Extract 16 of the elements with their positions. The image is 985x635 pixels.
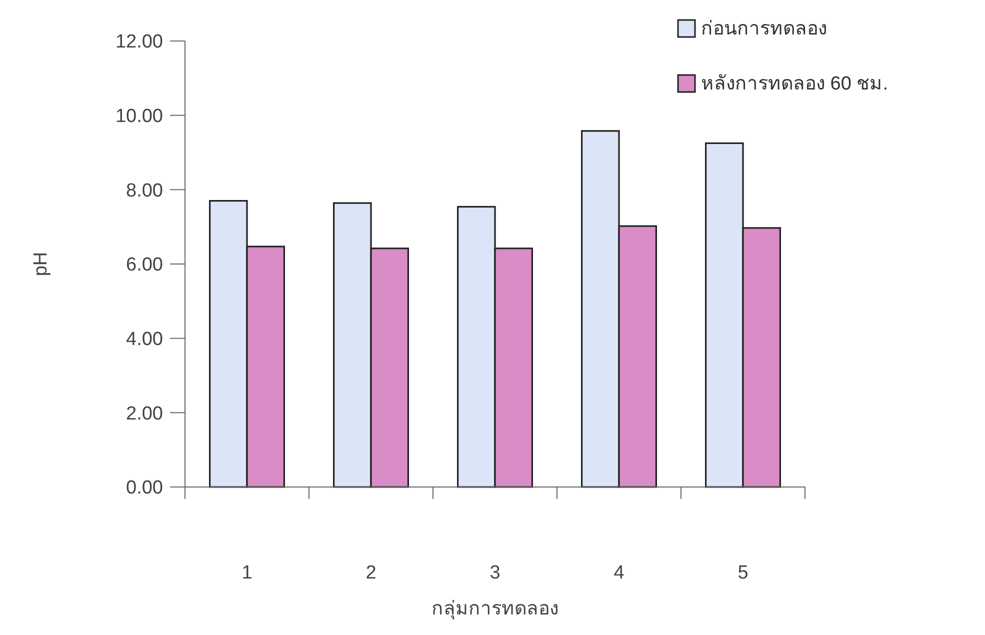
x-tick-label: 5 xyxy=(738,562,748,584)
legend-label: หลังการทดลอง 60 ชม. xyxy=(701,74,888,95)
x-tick-label: 3 xyxy=(490,562,500,584)
x-tick-label: 4 xyxy=(614,562,625,584)
y-tick-label: 2.00 xyxy=(126,403,163,424)
x-axis-title: กลุ่มการทดลอง xyxy=(432,598,558,621)
y-axis-title: pH xyxy=(30,252,52,276)
y-tick-label: 12.00 xyxy=(115,32,163,53)
y-tick-label: 6.00 xyxy=(126,254,163,276)
y-tick-label: 0.00 xyxy=(126,478,163,499)
x-tick-label: 1 xyxy=(242,562,252,584)
y-tick-label: 4.00 xyxy=(126,328,163,350)
y-tick-label: 10.00 xyxy=(115,106,163,127)
y-tick-label: 8.00 xyxy=(126,180,163,202)
x-tick-label: 2 xyxy=(366,562,376,584)
legend-label: ก่อนการทดลอง xyxy=(701,18,827,40)
